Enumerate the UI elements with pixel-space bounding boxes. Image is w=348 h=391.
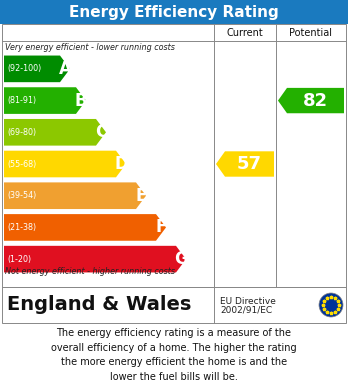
Text: 82: 82 (303, 91, 328, 109)
Text: B: B (75, 91, 87, 109)
Polygon shape (216, 151, 274, 177)
Text: D: D (114, 155, 128, 173)
Polygon shape (4, 214, 166, 241)
Text: (21-38): (21-38) (7, 223, 36, 232)
Polygon shape (4, 182, 146, 209)
Polygon shape (4, 56, 70, 82)
Text: E: E (135, 187, 147, 205)
Text: (92-100): (92-100) (7, 65, 41, 74)
Polygon shape (278, 88, 344, 113)
Text: C: C (95, 123, 107, 141)
Text: F: F (155, 219, 167, 237)
Text: (81-91): (81-91) (7, 96, 36, 105)
Text: Current: Current (227, 27, 263, 38)
Text: (55-68): (55-68) (7, 160, 36, 169)
Text: Potential: Potential (290, 27, 332, 38)
Circle shape (319, 293, 343, 317)
Bar (2, 287, 346, 323)
Text: Energy Efficiency Rating: Energy Efficiency Rating (69, 5, 279, 20)
Polygon shape (4, 246, 186, 273)
Polygon shape (4, 151, 126, 178)
Text: Very energy efficient - lower running costs: Very energy efficient - lower running co… (5, 43, 175, 52)
Bar (2, 24, 346, 287)
Text: (1-20): (1-20) (7, 255, 31, 264)
Text: England & Wales: England & Wales (7, 296, 191, 314)
Text: G: G (174, 250, 188, 268)
Bar (0, 0, 348, 24)
Text: The energy efficiency rating is a measure of the
overall efficiency of a home. T: The energy efficiency rating is a measur… (51, 328, 297, 382)
Polygon shape (4, 119, 106, 145)
Text: A: A (58, 60, 71, 78)
Text: Not energy efficient - higher running costs: Not energy efficient - higher running co… (5, 267, 175, 276)
Text: EU Directive: EU Directive (220, 296, 276, 305)
Text: 57: 57 (237, 155, 262, 173)
Polygon shape (4, 87, 86, 114)
Text: (69-80): (69-80) (7, 128, 36, 137)
Text: (39-54): (39-54) (7, 191, 36, 200)
Text: 2002/91/EC: 2002/91/EC (220, 305, 272, 314)
